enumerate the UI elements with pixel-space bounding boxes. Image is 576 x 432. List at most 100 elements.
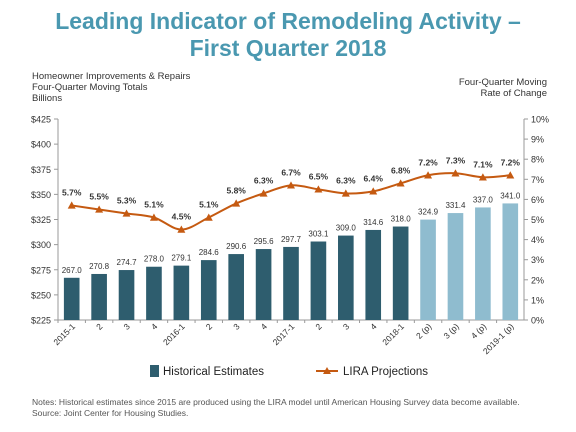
right-y-tick-label: 7% [531,175,544,185]
right-axis-title-line-2: Rate of Change [480,88,547,99]
bar [255,249,272,320]
bar-value-label: 290.6 [226,242,247,251]
bar-value-label: 318.0 [391,215,412,224]
line-point-marker [287,181,295,189]
left-y-tick-label: $275 [31,265,51,275]
bar-value-label: 337.0 [473,195,494,204]
bar-value-label: 274.7 [117,258,138,267]
bar [310,241,327,320]
line-point-marker [204,213,213,221]
right-y-tick-label: 1% [531,295,544,305]
x-tick-label: 3 [122,321,133,332]
left-axis-title: Homeowner Improvements & Repairs Four-Qu… [32,71,190,104]
x-tick-label: 4 (p) [469,321,489,341]
line-value-label: 6.5% [309,171,329,181]
x-tick-label: 2017-1 [271,321,297,347]
bar [91,273,107,320]
x-tick-label: 2 [94,321,105,332]
line-point-marker [506,171,515,179]
line-point-marker [341,189,350,197]
bar-value-label: 324.9 [418,208,439,217]
bar [475,207,491,320]
source-text: Source: Joint Center for Housing Studies… [32,408,189,418]
line-point-marker [67,201,76,209]
left-axis-title-line-1: Homeowner Improvements & Repairs [32,71,191,82]
line-value-label: 5.3% [117,195,137,205]
x-tick-label: 2018-1 [380,321,406,347]
right-axis-title-line-1: Four-Quarter Moving [458,77,547,88]
left-y-tick-label: $400 [31,140,51,150]
bar [118,270,135,320]
bar [146,266,162,320]
bar-value-label: 284.6 [199,248,220,257]
left-y-tick-label: $425 [31,115,51,125]
bar-value-label: 270.8 [89,262,110,271]
bar-value-label: 279.1 [171,254,192,263]
line-value-label: 5.1% [199,199,219,209]
line-value-label: 7.2% [501,157,521,167]
left-axis-title-line-2: Four-Quarter Moving Totals [32,82,148,93]
line-value-label: 6.4% [364,173,384,183]
right-y-tick-label: 6% [531,195,544,205]
bar-value-label: 278.0 [144,255,165,264]
line-value-label: 5.5% [89,191,109,201]
bar [338,235,354,320]
x-tick-label: 3 (p) [441,321,461,341]
left-y-tick-label: $250 [31,290,51,300]
right-y-tick-label: 2% [531,275,544,285]
bar [447,213,464,320]
line-point-marker [95,205,104,213]
line-value-label: 5.8% [226,185,246,195]
bar [173,265,190,320]
bar-value-label: 295.6 [254,237,275,246]
x-tick-label: 2015-1 [51,321,77,347]
bar [63,277,80,320]
legend-label-historical: Historical Estimates [163,366,264,378]
line-point-marker [396,179,405,187]
line-value-label: 6.3% [336,175,356,185]
right-y-tick-label: 10% [531,115,549,125]
line-value-label: 7.1% [473,159,493,169]
legend-marker-triangle [323,367,331,374]
bar-value-label: 303.1 [308,230,329,239]
chart-title-line-1: Leading Indicator of Remodeling Activity… [55,8,521,34]
bar-value-label: 267.0 [62,266,83,275]
x-tick-label: 2 [204,321,215,332]
bar [283,246,299,320]
line-point-marker [314,185,323,193]
line-point-marker [259,189,268,197]
bar [392,226,409,320]
left-axis-title-line-3: Billions [32,93,63,104]
x-tick-label: 4 [149,321,160,332]
line-value-label: 7.3% [446,155,466,165]
bar-value-label: 331.4 [445,201,466,210]
line-point-marker [177,225,186,233]
left-y-tick-label: $300 [31,240,51,250]
line-point-marker [149,213,158,221]
line-value-label: 5.7% [62,187,82,197]
x-tick-label: 4 [368,321,379,332]
left-y-tick-label: $225 [31,316,51,326]
legend-marker-historical [150,365,159,377]
legend-label-projections: LIRA Projections [343,366,428,378]
line-point-marker [122,209,131,217]
line-value-label: 6.7% [281,167,301,177]
line-point-marker [478,173,487,181]
bar [200,260,217,320]
chart-title-line-2: First Quarter 2018 [189,35,387,61]
bar-value-label: 297.7 [281,235,302,244]
right-y-tick-label: 8% [531,155,544,165]
notes-text: Notes: Historical estimates since 2015 a… [32,397,520,407]
right-y-tick-label: 3% [531,255,544,265]
line-value-label: 5.1% [144,199,164,209]
line-value-label: 6.8% [391,165,411,175]
bar-value-label: 314.6 [363,218,384,227]
line-point-marker [369,187,378,195]
line-point-marker [424,171,433,179]
x-tick-label: 3 [341,321,352,332]
right-y-tick-label: 4% [531,235,544,245]
bar [228,254,244,320]
x-tick-label: 2 (p) [414,321,434,341]
right-axis-title: Four-Quarter Moving Rate of Change [459,77,547,99]
